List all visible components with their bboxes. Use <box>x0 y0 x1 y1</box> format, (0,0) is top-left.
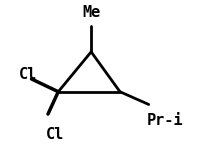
Text: Cl: Cl <box>19 67 37 82</box>
Text: Pr-i: Pr-i <box>146 113 183 128</box>
Text: Cl: Cl <box>46 127 64 142</box>
Text: Me: Me <box>82 5 100 20</box>
